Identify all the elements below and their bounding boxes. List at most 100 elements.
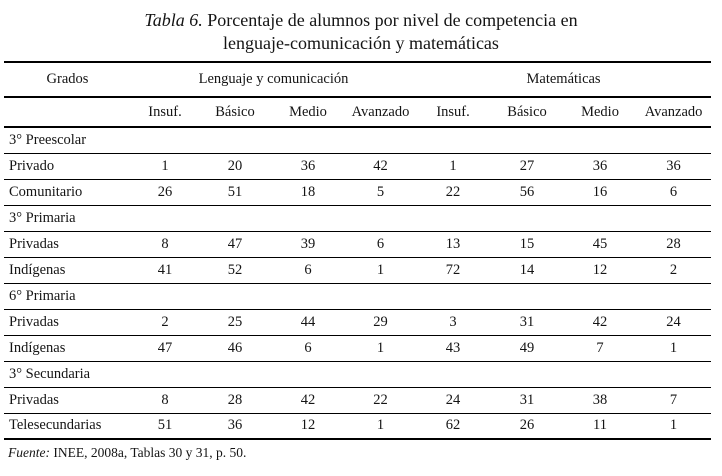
value-cell: 1 <box>669 339 678 356</box>
value-cell: 56 <box>519 183 535 200</box>
sub-header-leng-medio: Medio <box>289 103 327 120</box>
value-cell: 25 <box>227 313 243 330</box>
value-cell: 42 <box>300 391 316 408</box>
row-label: Indígenas <box>9 339 66 356</box>
value-cell: 36 <box>227 417 243 434</box>
sub-header-mat-avanzado: Avanzado <box>644 103 703 120</box>
section-row: 3° Secundaria <box>4 361 712 387</box>
table-row: Privadas 8 28 42 22 24 31 38 7 <box>4 387 712 413</box>
section-row: 3° Preescolar <box>4 127 712 153</box>
value-cell: 1 <box>449 157 457 174</box>
row-label: Privadas <box>9 391 59 408</box>
value-cell: 1 <box>376 417 385 434</box>
group-header-matematicas: Matemáticas <box>526 71 601 87</box>
value-cell: 45 <box>592 235 608 252</box>
value-cell: 24 <box>666 313 681 330</box>
value-cell: 72 <box>445 261 461 278</box>
value-cell: 11 <box>593 417 608 434</box>
value-cell: 46 <box>227 339 243 356</box>
competence-table: Grados Lenguaje y comunicación Matemátic… <box>4 61 712 440</box>
value-cell: 62 <box>445 417 461 434</box>
value-cell: 24 <box>445 391 461 408</box>
sub-header-row: Insuf. Básico Medio Avanzado Insuf. Bási… <box>4 97 712 127</box>
table-row: Telesecundarias 51 36 12 1 62 26 11 1 <box>4 413 712 439</box>
value-cell: 12 <box>592 261 608 278</box>
row-label: Indígenas <box>9 261 66 278</box>
value-cell: 13 <box>445 235 461 252</box>
section-label: 6° Primaria <box>9 287 76 304</box>
value-cell: 16 <box>592 183 608 200</box>
table-row: Privado 1 20 36 42 1 27 36 36 <box>4 153 712 179</box>
source-note: Fuente: INEE, 2008a, Tablas 30 y 31, p. … <box>8 445 722 461</box>
sub-header-mat-basico: Básico <box>507 103 547 120</box>
value-cell: 5 <box>376 183 385 200</box>
section-label: 3° Primaria <box>9 209 76 226</box>
value-cell: 14 <box>519 261 535 278</box>
value-cell: 27 <box>519 157 535 174</box>
row-label: Comunitario <box>9 183 83 200</box>
section-row: 6° Primaria <box>4 283 712 309</box>
value-cell: 47 <box>227 235 243 252</box>
table-body: 3° Preescolar Privado 1 20 36 42 1 27 36 36 Comuni… <box>4 127 712 439</box>
value-cell: 51 <box>157 417 173 434</box>
value-cell: 31 <box>519 391 535 408</box>
value-cell: 47 <box>157 339 173 356</box>
value-cell: 36 <box>300 157 316 174</box>
sub-header-empty <box>4 97 131 127</box>
group-header-lenguaje: Lenguaje y comunicación <box>198 71 349 87</box>
value-cell: 6 <box>669 183 678 200</box>
value-cell: 12 <box>300 417 316 434</box>
sub-header-leng-avanzado: Avanzado <box>351 103 410 120</box>
grados-header: Grados <box>46 71 89 87</box>
value-cell: 41 <box>157 261 173 278</box>
value-cell: 6 <box>304 339 312 356</box>
section-label: 3° Preescolar <box>9 131 87 148</box>
value-cell: 44 <box>300 313 316 330</box>
value-cell: 18 <box>300 183 316 200</box>
sub-header-leng-basico: Básico <box>215 103 255 120</box>
row-label: Privadas <box>9 313 59 330</box>
value-cell: 8 <box>161 235 169 252</box>
value-cell: 31 <box>519 313 535 330</box>
table-number: Tabla 6. <box>144 10 203 30</box>
value-cell: 2 <box>161 313 169 330</box>
value-cell: 26 <box>157 183 173 200</box>
value-cell: 51 <box>227 183 243 200</box>
table-row: Indígenas 47 46 6 1 43 49 7 1 <box>4 335 712 361</box>
value-cell: 42 <box>373 157 388 174</box>
value-cell: 22 <box>373 391 388 408</box>
sub-header-mat-medio: Medio <box>581 103 619 120</box>
value-cell: 2 <box>669 261 678 278</box>
value-cell: 15 <box>519 235 535 252</box>
row-label: Privado <box>9 157 55 174</box>
value-cell: 7 <box>669 391 678 408</box>
value-cell: 22 <box>445 183 461 200</box>
table-row: Comunitario 26 51 18 5 22 56 16 6 <box>4 179 712 205</box>
source-text: INEE, 2008a, Tablas 30 y 31, p. 50. <box>49 445 247 460</box>
title-line1: Porcentaje de alumnos por nivel de compe… <box>202 10 578 30</box>
value-cell: 8 <box>161 391 169 408</box>
value-cell: 42 <box>592 313 608 330</box>
value-cell: 3 <box>449 313 457 330</box>
value-cell: 6 <box>304 261 312 278</box>
value-cell: 1 <box>161 157 169 174</box>
value-cell: 1 <box>669 417 678 434</box>
value-cell: 20 <box>227 157 243 174</box>
value-cell: 29 <box>373 313 388 330</box>
value-cell: 52 <box>227 261 243 278</box>
table-row: Privadas 2 25 44 29 3 31 42 24 <box>4 309 712 335</box>
value-cell: 49 <box>519 339 535 356</box>
value-cell: 28 <box>666 235 681 252</box>
value-cell: 28 <box>227 391 243 408</box>
value-cell: 39 <box>300 235 316 252</box>
value-cell: 36 <box>666 157 681 174</box>
value-cell: 7 <box>596 339 604 356</box>
sub-header-leng-insuf: Insuf. <box>148 103 182 120</box>
title-line2: lenguaje-comunicación y matemáticas <box>223 33 499 53</box>
value-cell: 1 <box>376 261 385 278</box>
row-label: Telesecundarias <box>9 417 102 434</box>
section-label: 3° Secundaria <box>9 365 91 382</box>
value-cell: 6 <box>376 235 385 252</box>
value-cell: 26 <box>519 417 535 434</box>
